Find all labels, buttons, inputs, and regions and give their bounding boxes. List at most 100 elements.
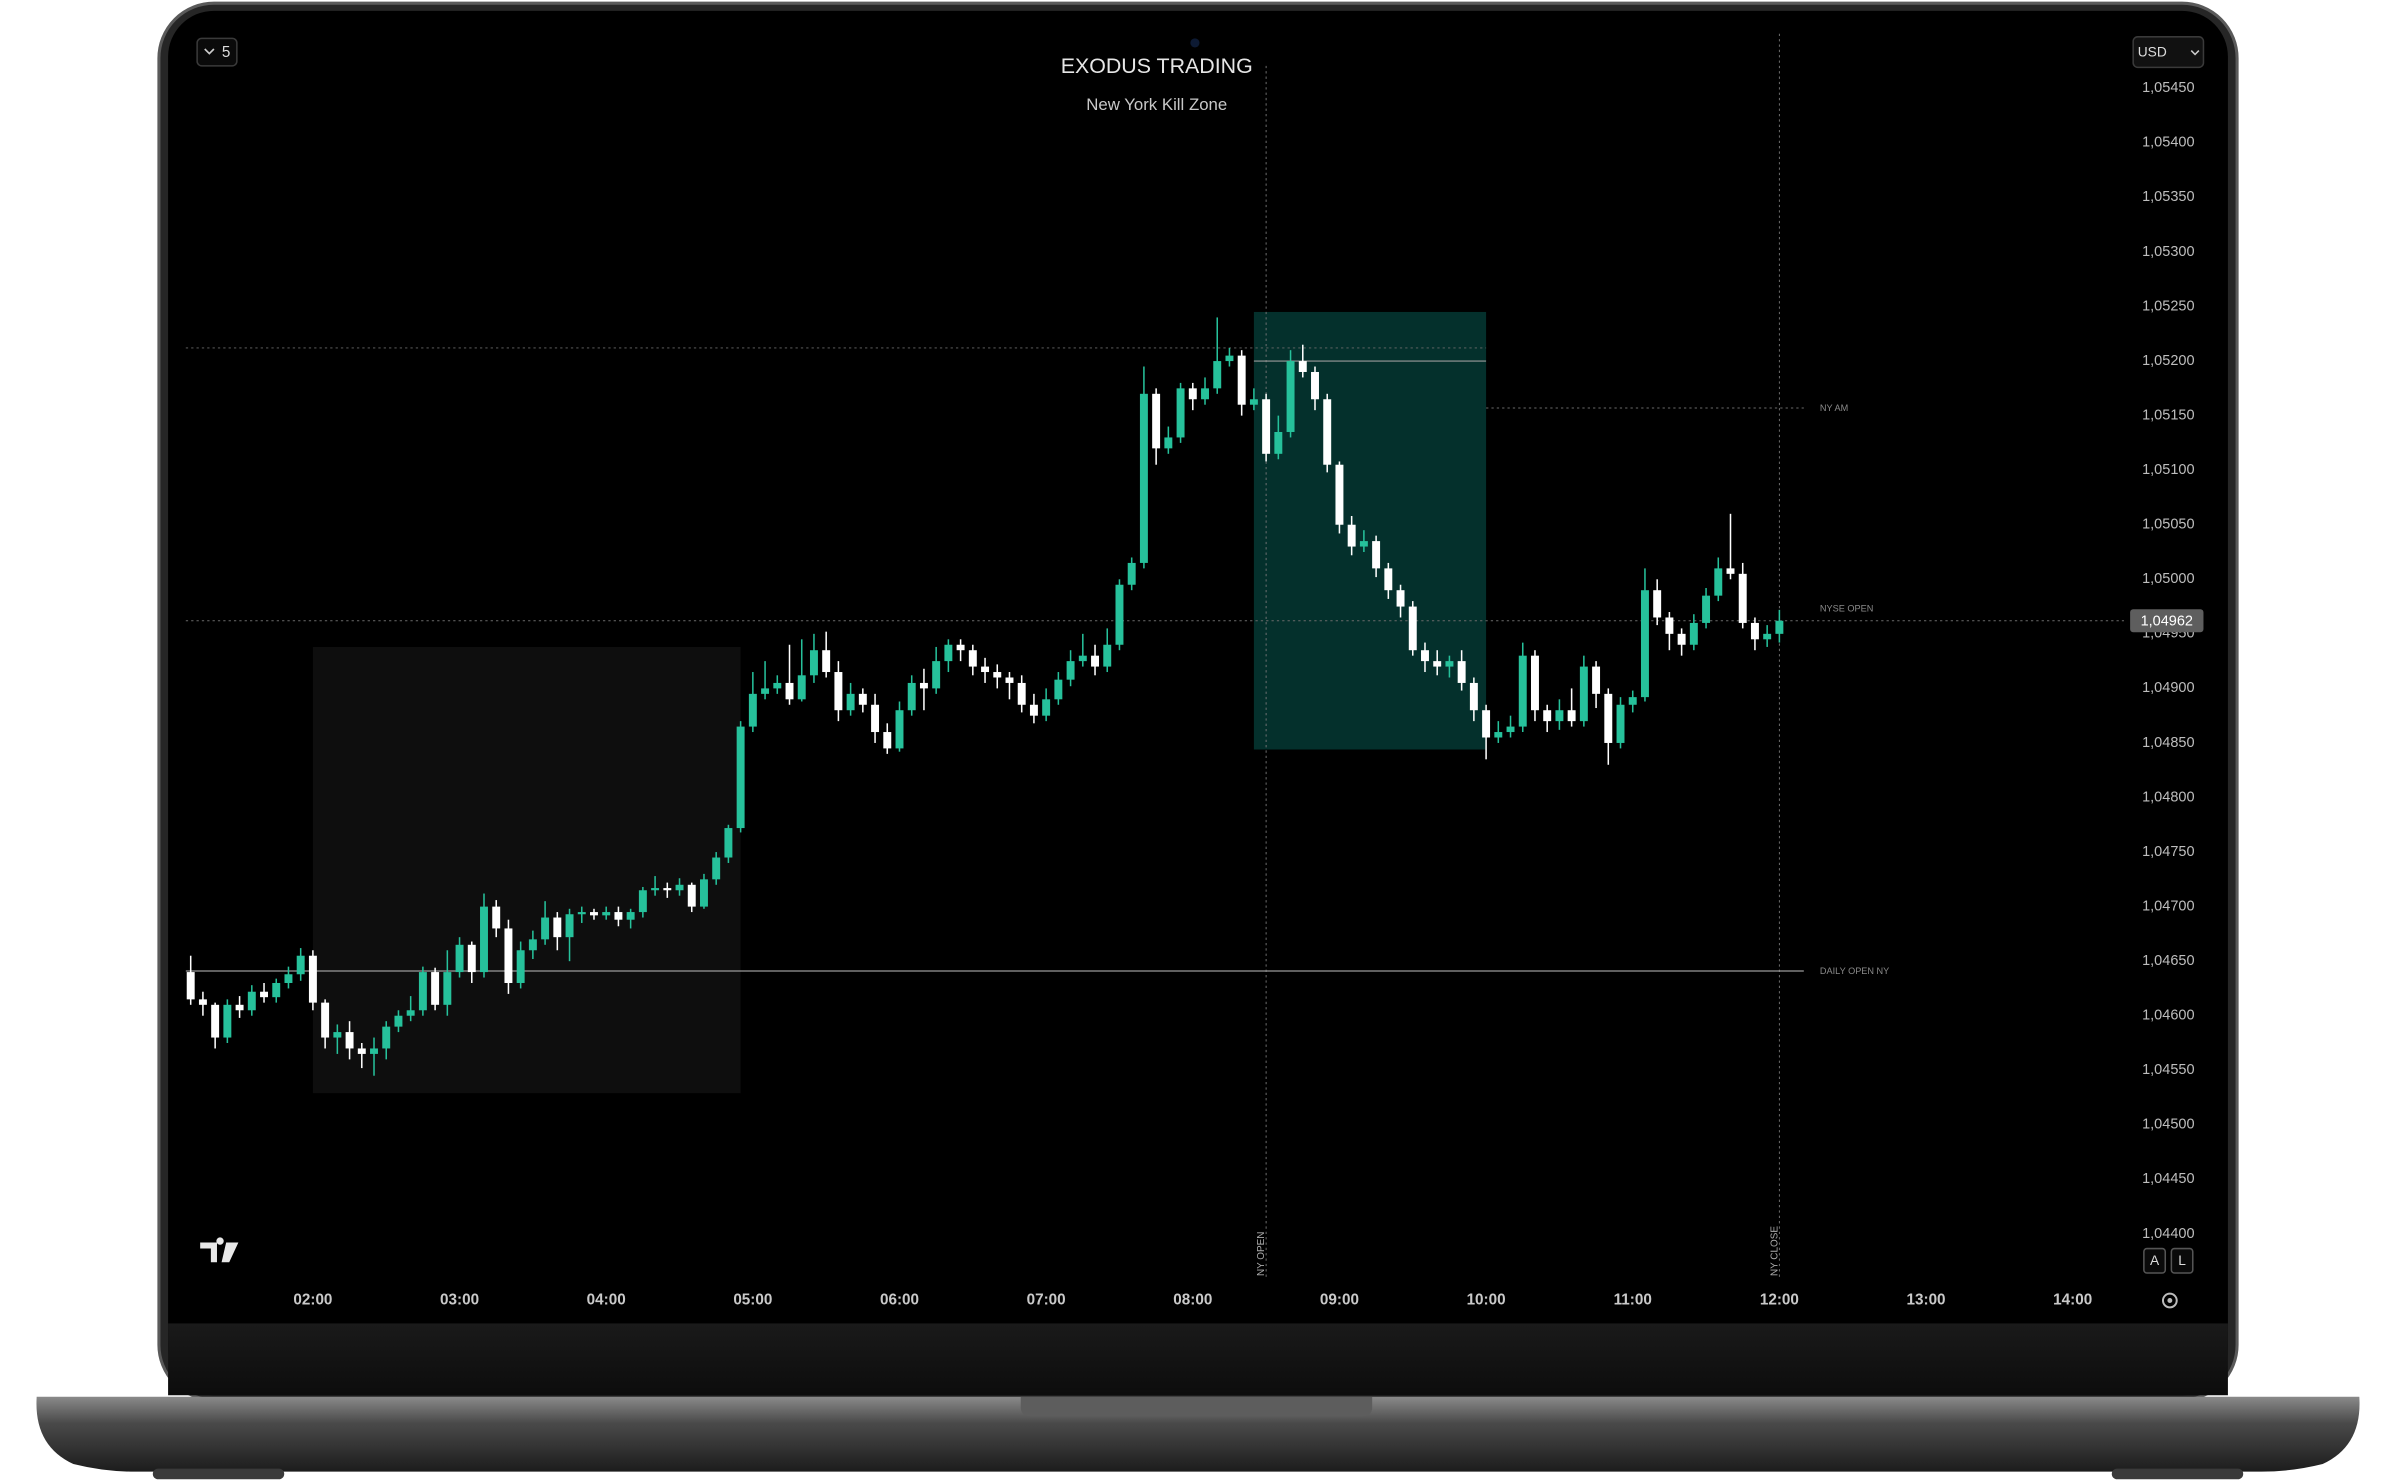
x-tick-label: 09:00 (1320, 1292, 1359, 1309)
candle-body (247, 991, 256, 1011)
candle-body (223, 1004, 232, 1038)
candle-body (431, 972, 440, 1005)
candle-body (907, 682, 916, 711)
candle-body (858, 693, 867, 705)
candle-body (1677, 633, 1686, 645)
candle-body (736, 726, 745, 829)
candle-body (1298, 361, 1307, 372)
candle-body (1482, 710, 1491, 738)
session-label: NY CLOSE (1769, 1226, 1780, 1276)
candle-body (186, 972, 195, 1000)
candle-body (272, 982, 281, 998)
chart-title: EXODUS TRADING (1061, 54, 1253, 78)
y-tick-label: 1,04500 (2142, 1117, 2194, 1133)
currency-dropdown[interactable]: USD (2132, 36, 2205, 69)
candle-body (1421, 650, 1429, 662)
candle-body (370, 1048, 378, 1054)
candle-body (1054, 679, 1063, 700)
button-frame (2143, 1247, 2167, 1274)
candle-body (1665, 617, 1674, 634)
foot (152, 1468, 285, 1480)
candle-body (1335, 464, 1344, 525)
candle-body (1689, 622, 1698, 645)
candle-body (1152, 393, 1161, 449)
tradingview-logo[interactable] (200, 1237, 239, 1263)
y-tick-label: 1,05450 (2142, 80, 2194, 96)
candle-body (394, 1015, 403, 1027)
button-frame (196, 37, 238, 67)
interval-button[interactable]: 5 (196, 37, 238, 67)
candle-body (1017, 682, 1026, 705)
candle-body (1763, 633, 1772, 640)
x-tick-label: 11:00 (1614, 1292, 1652, 1309)
y-tick-label: 1,05250 (2142, 298, 2194, 314)
interval-label: 5 (222, 44, 231, 61)
x-tick-label: 08:00 (1173, 1292, 1212, 1309)
scale-button[interactable]: L (2170, 1247, 2194, 1274)
candle-body (822, 650, 831, 673)
gear-icon (2161, 1292, 2178, 1309)
candle-body (1396, 590, 1405, 607)
y-tick-label: 1,04650 (2142, 953, 2194, 969)
y-tick-label: 1,05050 (2142, 517, 2194, 533)
candle-body (1604, 693, 1613, 743)
candle-body (981, 666, 990, 673)
candle-body (382, 1026, 391, 1049)
x-tick-label: 14:00 (2053, 1292, 2092, 1309)
candle-body (675, 884, 684, 891)
candle-body (614, 912, 623, 920)
candle-body (480, 906, 488, 973)
candle-body (748, 693, 757, 727)
candle-body (455, 944, 464, 973)
candle-body (418, 972, 427, 1011)
candle-body (443, 972, 452, 1005)
y-tick-label: 1,04800 (2142, 789, 2194, 805)
candle-body (932, 661, 941, 689)
x-tick-label: 03:00 (440, 1292, 479, 1309)
candle-body (1274, 431, 1283, 454)
x-tick-label: 12:00 (1760, 1292, 1799, 1309)
candle-body (528, 939, 537, 951)
candle-body (773, 682, 782, 689)
button-frame (2170, 1247, 2194, 1274)
y-tick-label: 1,04600 (2142, 1008, 2194, 1024)
candle-body (211, 1004, 220, 1038)
candle-body (1433, 661, 1442, 667)
settings-button[interactable] (2161, 1292, 2178, 1309)
y-tick-label: 1,04900 (2142, 680, 2194, 696)
level-label: NYSE OPEN (1820, 604, 1873, 614)
candle-body (1249, 399, 1258, 405)
x-tick-label: 06:00 (880, 1292, 919, 1309)
candle-body (1384, 568, 1393, 591)
candle-body (1139, 393, 1148, 563)
candle-body (590, 912, 598, 916)
candle-body (296, 955, 305, 975)
candle-body (993, 672, 1002, 678)
y-tick-label: 1,04550 (2142, 1062, 2194, 1078)
candle-body (1445, 661, 1454, 667)
candle-body (1188, 388, 1197, 400)
candle-body (724, 828, 733, 858)
scale-button[interactable]: A (2143, 1247, 2167, 1274)
base-notch (1020, 1396, 1373, 1417)
candle-body (1005, 677, 1014, 683)
candle-body (687, 884, 696, 907)
candle-body (504, 928, 513, 983)
x-tick-label: 02:00 (293, 1292, 332, 1309)
candle-body (651, 888, 660, 891)
candle-body (1457, 661, 1466, 683)
candle-body (699, 879, 708, 907)
candle-body (712, 857, 721, 880)
candle-body (761, 688, 770, 694)
y-tick-label: 1,04400 (2142, 1226, 2194, 1242)
laptop-base (36, 1396, 2360, 1472)
candle-body (663, 888, 672, 891)
candle-body (1555, 710, 1564, 722)
candle-body (284, 974, 293, 983)
x-tick-label: 05:00 (733, 1292, 772, 1309)
camera (1190, 38, 1200, 48)
x-tick-label: 10:00 (1467, 1292, 1506, 1309)
candle-body (968, 650, 977, 667)
candle-body (1738, 573, 1747, 623)
